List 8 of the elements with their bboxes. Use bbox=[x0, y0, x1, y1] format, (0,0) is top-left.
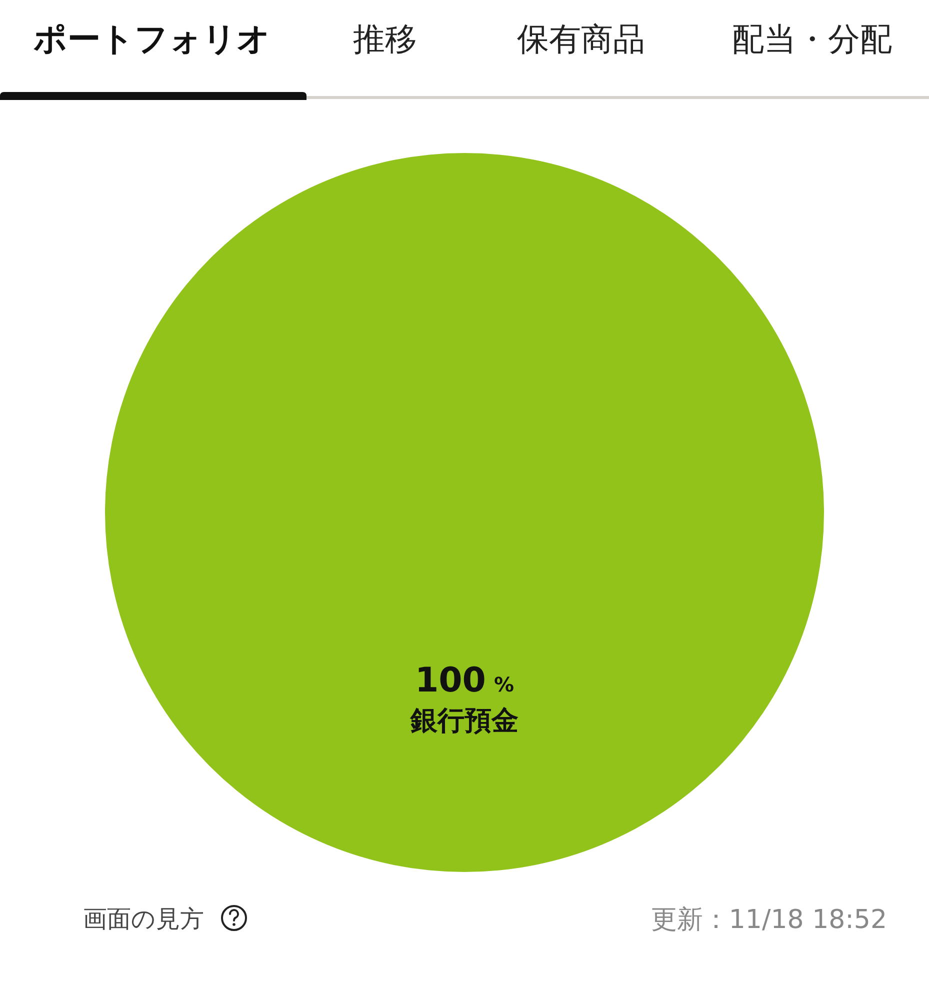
slice-label: 銀行預金 bbox=[410, 705, 518, 736]
text: 配当・分配 bbox=[732, 20, 892, 58]
text: 画面の見方 bbox=[83, 905, 204, 933]
text: 更新：11/18 18:52 bbox=[650, 905, 887, 935]
text: 推移 bbox=[353, 20, 417, 58]
text: 保有商品 bbox=[517, 20, 645, 58]
chart-title: ポートフォリオ bbox=[34, 19, 270, 58]
data-label: 100% bbox=[414, 660, 514, 700]
